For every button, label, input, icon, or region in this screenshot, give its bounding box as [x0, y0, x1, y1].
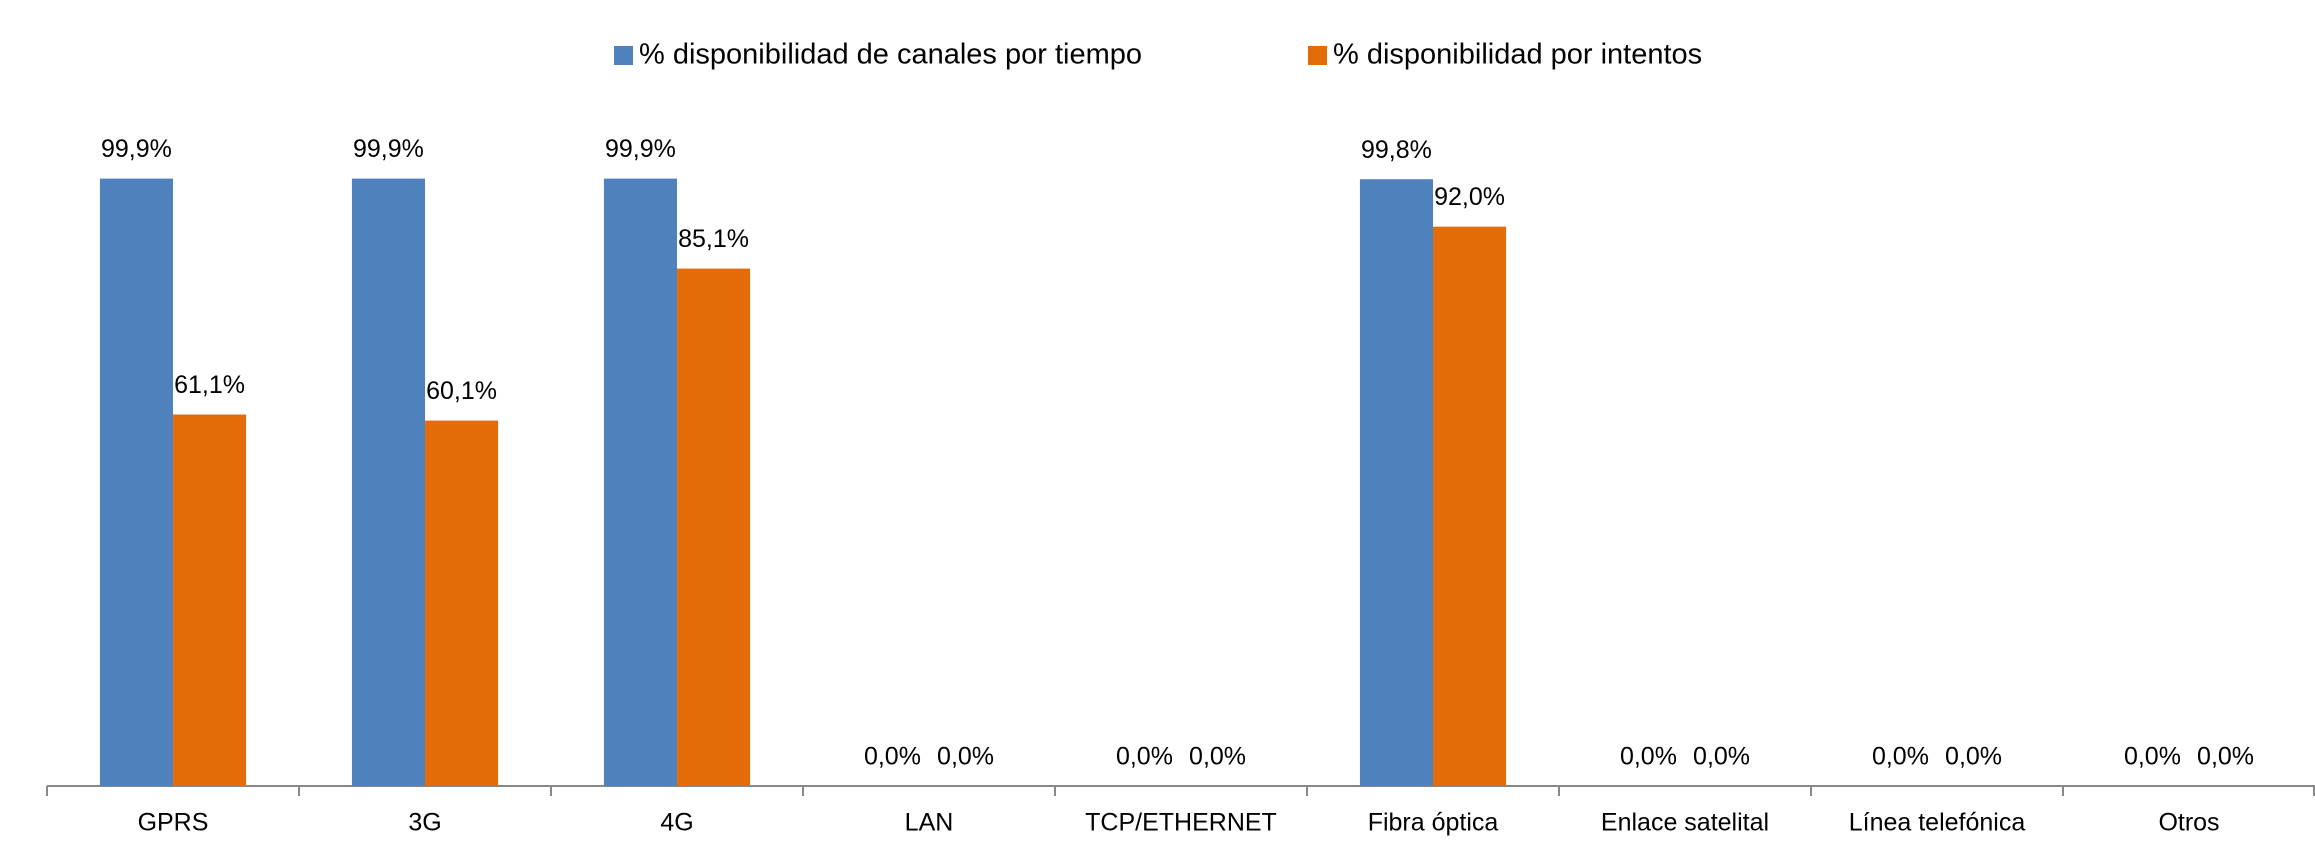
x-tick-label: Línea telefónica	[1849, 809, 2026, 837]
x-tick-label: LAN	[905, 809, 954, 837]
data-label: 92,0%	[1434, 183, 1505, 211]
bar	[99, 178, 173, 786]
x-tick-label: TCP/ETHERNET	[1085, 809, 1277, 837]
data-label: 0,0%	[1620, 743, 1677, 771]
bar	[425, 420, 499, 786]
data-label: 0,0%	[937, 743, 994, 771]
data-label: 0,0%	[1116, 743, 1173, 771]
x-tick-label: Enlace satelital	[1601, 809, 1769, 837]
bar	[351, 178, 425, 786]
bar	[1433, 226, 1507, 786]
legend-label: % disponibilidad por intentos	[1333, 39, 1702, 71]
data-label: 61,1%	[174, 371, 245, 399]
data-label: 0,0%	[1872, 743, 1929, 771]
data-label: 0,0%	[1189, 743, 1246, 771]
x-tick-label: Otros	[2158, 809, 2219, 837]
data-label: 0,0%	[2124, 743, 2181, 771]
legend-swatch	[1308, 46, 1327, 65]
data-label: 0,0%	[1945, 743, 2002, 771]
bar	[603, 178, 677, 786]
x-tick-label: GPRS	[138, 809, 209, 837]
data-label: 99,9%	[353, 135, 424, 163]
bar	[173, 414, 247, 786]
legend-label: % disponibilidad de canales por tiempo	[639, 39, 1142, 71]
data-label: 99,8%	[1361, 136, 1432, 164]
data-label: 0,0%	[2197, 743, 2254, 771]
data-label: 99,9%	[101, 135, 172, 163]
x-tick-label: Fibra óptica	[1368, 809, 1499, 837]
bar	[677, 268, 751, 786]
data-label: 99,9%	[605, 135, 676, 163]
data-label: 60,1%	[426, 377, 497, 405]
data-label: 0,0%	[864, 743, 921, 771]
x-tick-label: 4G	[660, 809, 693, 837]
data-label: 85,1%	[678, 225, 749, 253]
bar	[1359, 179, 1433, 786]
legend-swatch	[614, 46, 633, 65]
x-tick-label: 3G	[408, 809, 441, 837]
data-label: 0,0%	[1693, 743, 1750, 771]
